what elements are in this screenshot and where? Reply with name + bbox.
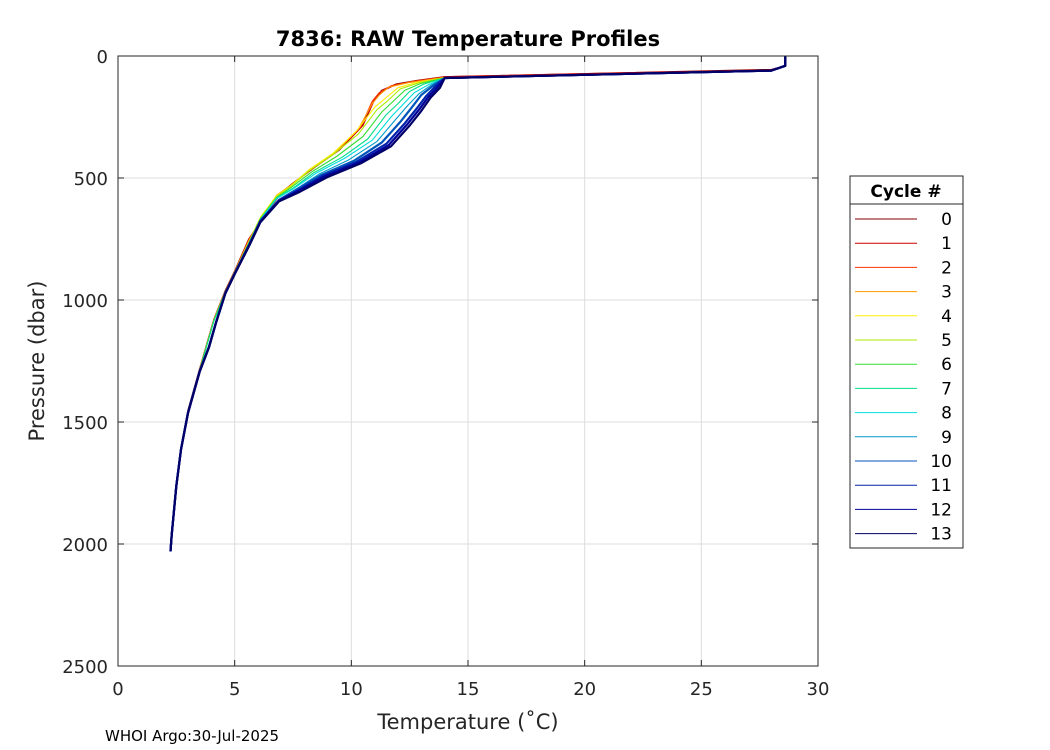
series-line-cycle-13 — [169, 56, 787, 552]
y-tick-label: 1000 — [62, 291, 108, 312]
y-axis-label: Pressure (dbar) — [25, 281, 49, 442]
legend-label-7: 7 — [941, 379, 952, 399]
y-tick-label: 1500 — [62, 413, 108, 434]
y-tick-label: 2000 — [62, 535, 108, 556]
legend-label-6: 6 — [941, 355, 952, 375]
x-tick-label: 5 — [229, 679, 240, 700]
x-axis-label: Temperature (˚C) — [376, 710, 558, 734]
legend-label-1: 1 — [941, 234, 952, 254]
footer-text: WHOI Argo:30-Jul-2025 — [105, 727, 279, 745]
legend-label-13: 13 — [930, 525, 952, 545]
y-tick-label: 500 — [74, 169, 108, 190]
legend-box — [849, 175, 964, 549]
legend-label-12: 12 — [930, 500, 952, 520]
legend-label-5: 5 — [941, 331, 952, 351]
legend-label-8: 8 — [941, 404, 952, 424]
ticks: 0 5 10 15 20 25 30 0 500 1000 1500 2000 2500 — [62, 47, 829, 700]
x-tick-label: 0 — [112, 679, 123, 700]
legend-label-4: 4 — [941, 307, 952, 327]
x-tick-label: 25 — [690, 679, 713, 700]
legend-label-3: 3 — [941, 283, 952, 303]
legend-label-2: 2 — [941, 258, 952, 278]
legend-label-11: 11 — [930, 476, 952, 496]
x-tick-label: 15 — [457, 679, 480, 700]
legend-label-10: 10 — [930, 452, 952, 472]
x-tick-label: 20 — [573, 679, 596, 700]
legend-label-0: 0 — [941, 210, 952, 230]
legend-label-9: 9 — [941, 428, 952, 448]
grid — [118, 56, 818, 666]
chart-title: 7836: RAW Temperature Profiles — [276, 27, 660, 51]
legend-title: Cycle # — [870, 182, 941, 202]
series-layer — [169, 56, 787, 552]
x-tick-label: 30 — [807, 679, 830, 700]
y-tick-label: 2500 — [62, 657, 108, 678]
x-tick-label: 10 — [340, 679, 363, 700]
y-tick-label: 0 — [97, 47, 108, 68]
